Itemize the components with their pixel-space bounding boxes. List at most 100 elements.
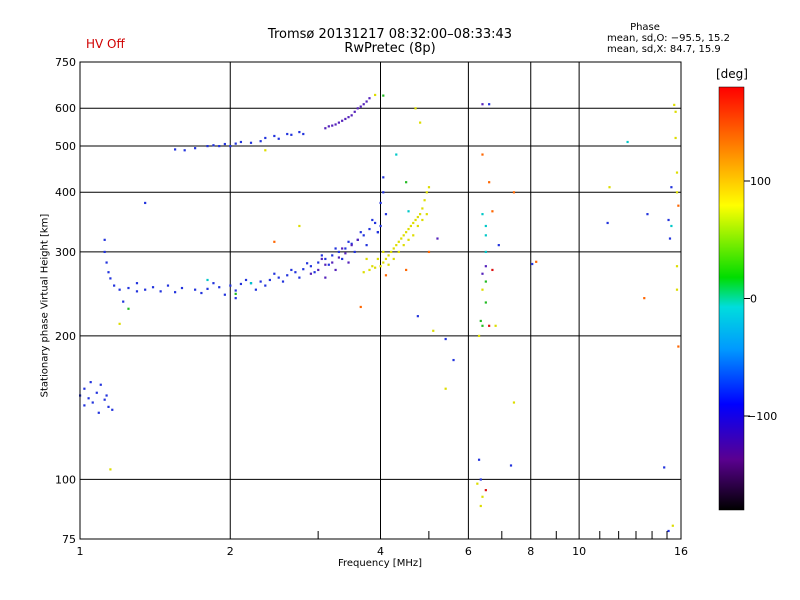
y-tick-label: 200 <box>55 330 76 343</box>
data-point <box>331 124 334 127</box>
data-point <box>535 260 538 263</box>
data-point <box>484 489 487 492</box>
data-point <box>419 121 422 124</box>
data-point <box>306 262 309 265</box>
data-point <box>416 224 419 228</box>
data-point <box>286 132 289 136</box>
data-point <box>298 224 301 228</box>
data-point <box>83 387 86 390</box>
data-point <box>416 315 419 318</box>
data-point <box>229 284 232 287</box>
data-point <box>382 94 385 97</box>
data-point <box>481 495 484 498</box>
data-point <box>324 127 327 130</box>
data-point <box>347 261 350 264</box>
data-point <box>359 305 362 309</box>
data-point <box>387 263 390 266</box>
data-point <box>194 147 197 150</box>
data-point <box>337 250 341 254</box>
data-point <box>481 272 484 275</box>
data-point <box>327 263 330 266</box>
data-point <box>362 234 365 237</box>
data-point <box>334 247 337 250</box>
data-point <box>407 238 410 241</box>
data-point <box>273 272 276 275</box>
data-point <box>484 224 487 228</box>
data-point <box>99 383 102 386</box>
data-point <box>371 265 374 268</box>
y-tick-label: 500 <box>55 140 76 153</box>
data-point <box>324 276 327 279</box>
data-point <box>200 291 203 295</box>
data-point <box>481 324 484 327</box>
data-point <box>337 121 341 124</box>
data-point <box>334 123 337 126</box>
plot-title: Tromsø 20131217 08:32:00–08:33:43 <box>267 27 513 42</box>
data-point <box>365 257 368 261</box>
data-point <box>671 524 674 527</box>
data-point <box>512 401 516 404</box>
data-point <box>353 110 356 113</box>
data-point <box>452 358 455 362</box>
data-point <box>277 276 280 279</box>
data-point <box>344 247 347 250</box>
data-point <box>127 286 130 290</box>
data-point <box>234 289 237 292</box>
data-point <box>397 240 400 243</box>
data-point <box>166 284 170 287</box>
y-tick-label: 750 <box>55 56 76 69</box>
data-point <box>479 319 482 323</box>
data-point <box>212 144 215 147</box>
data-point <box>427 250 431 254</box>
data-point <box>254 288 257 291</box>
data-point <box>414 218 417 222</box>
data-point <box>273 134 276 138</box>
data-point <box>259 280 262 283</box>
data-point <box>379 265 382 268</box>
y-tick-label: 400 <box>55 186 76 199</box>
data-point <box>416 215 419 219</box>
data-point <box>400 237 403 240</box>
data-point <box>337 256 341 259</box>
data-point <box>302 132 305 136</box>
data-point <box>344 117 347 121</box>
data-point <box>477 334 481 338</box>
data-point <box>264 284 267 287</box>
data-point <box>109 468 112 471</box>
data-point <box>488 103 491 106</box>
data-points <box>79 93 680 533</box>
data-point <box>425 191 428 194</box>
data-point <box>667 218 670 222</box>
phase-heading: Phase <box>630 22 660 33</box>
data-point <box>194 288 197 291</box>
data-point <box>484 280 487 283</box>
data-point <box>107 271 110 274</box>
data-point <box>397 250 400 254</box>
data-point <box>484 301 487 304</box>
data-point <box>264 136 267 140</box>
data-point <box>509 464 513 467</box>
data-point <box>320 254 323 257</box>
data-point <box>481 213 484 216</box>
data-point <box>395 244 398 247</box>
data-point <box>302 268 305 271</box>
data-point <box>481 103 484 106</box>
data-point <box>118 322 121 325</box>
y-tick-labels: 75 100 200 300 400 500 600 750 <box>55 56 76 546</box>
grid-lines <box>79 61 682 540</box>
data-point <box>359 105 362 108</box>
data-point <box>356 107 359 110</box>
data-point <box>281 280 285 283</box>
data-point <box>135 282 139 285</box>
data-point <box>239 140 243 144</box>
data-point <box>444 337 447 341</box>
data-point <box>359 231 362 234</box>
data-point <box>212 282 215 285</box>
data-point <box>127 307 130 310</box>
data-point <box>180 286 184 290</box>
data-point <box>107 405 110 408</box>
data-point <box>83 404 86 407</box>
data-point <box>412 221 415 225</box>
data-point <box>479 478 482 481</box>
data-point <box>376 257 379 261</box>
